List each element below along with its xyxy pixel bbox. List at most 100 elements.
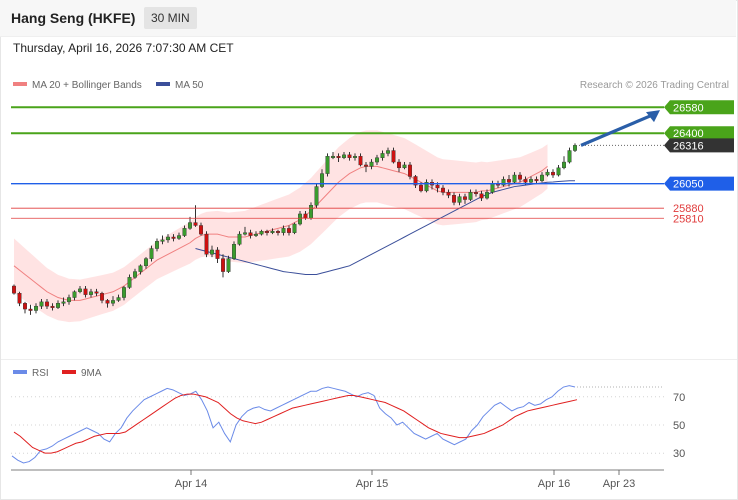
legend-ma50: MA 50 [156,80,203,91]
candle-body [441,187,446,193]
candle-body [165,236,170,241]
candle-body [562,161,567,169]
candle-body [540,174,545,181]
level-tag [664,126,734,141]
panel-separator [1,359,737,360]
candle-body [364,164,369,167]
candle-body [457,196,462,203]
candle-body [534,179,539,182]
legend-ma20: MA 20 + Bollinger Bands [13,80,142,91]
level-label: 26400 [673,128,704,140]
candle-body [463,196,468,200]
candle-body [39,301,44,307]
bollinger-band [14,130,548,323]
candle-body [154,241,159,249]
candle-body [160,239,165,242]
candle-body [353,156,358,158]
x-tick-label: Apr 15 [356,478,388,490]
candle-body [77,288,82,292]
candle-body [402,164,407,169]
rsi-label: RSI [32,368,49,379]
candle-body [281,228,286,233]
candle-body [132,271,137,278]
candle-body [292,223,297,233]
candle-body [408,164,413,177]
candle-body [237,233,242,245]
candle-body [259,231,264,235]
timeframe-badge[interactable]: 30 MIN [144,7,197,29]
candle-body [391,150,396,163]
candle-body [320,173,325,187]
candle-body [369,161,374,167]
candle-body [523,179,528,183]
chart-datetime: Thursday, April 16, 2026 7:07:30 AM CET [13,41,234,55]
candle-body [66,297,71,303]
candle-body [501,179,506,186]
candle-body [23,303,28,310]
ma9-label: 9MA [81,368,102,379]
candle-body [386,150,391,154]
candle-body [50,305,55,308]
level-label: 26316 [673,140,704,152]
candle-body [270,231,275,233]
candle-body [551,171,556,176]
candle-body [474,192,479,195]
candle-body [253,233,258,236]
candle-body [512,174,517,183]
ma20-swatch [13,82,27,87]
candle-body [303,213,308,219]
candle-body [171,236,176,239]
candle-body [446,192,451,196]
candle-body [56,303,61,308]
candle-body [556,167,561,176]
candle-body [226,258,231,272]
candle-body [287,228,292,233]
level-label: 25810 [673,213,704,225]
candle-body [204,233,209,255]
ma9-swatch [62,370,76,375]
candle-body [121,287,126,298]
candle-body [485,192,490,199]
candle-body [490,183,495,193]
candle-body [242,232,247,235]
candle-body [34,305,39,311]
ma20-label: MA 20 + Bollinger Bands [32,80,142,91]
candle-body [138,265,143,272]
candle-body [397,161,402,169]
candle-body [265,231,270,233]
candle-body [99,293,104,301]
candle-body [468,192,473,200]
candle-body [573,145,578,151]
credit-text: Research © 2026 Trading Central [579,80,729,91]
level-label: 25880 [673,203,704,215]
candle-body [507,179,512,183]
level-tag [664,138,734,153]
candle-body [182,228,187,236]
candle-body [72,291,77,298]
candle-body [413,176,418,186]
chart-header: Hang Seng (HKFE) 30 MIN [0,0,736,37]
candle-body [209,249,214,255]
candle-body [314,186,319,206]
rsi-tick-label: 30 [673,448,685,460]
candle-body [94,291,99,294]
candle-body [545,171,550,176]
candle-body [28,308,33,311]
candle-body [198,225,203,235]
rsi-tick-label: 50 [673,420,685,432]
candle-body [325,156,330,174]
candle-body [215,249,220,259]
rsi-tick-label: 70 [673,392,685,404]
candle-body [375,157,380,163]
candle-body [45,301,50,307]
legend-rsi: RSI [13,368,49,379]
candle-body [342,154,347,158]
target-arrow-shaft [580,113,653,147]
candle-body [331,156,336,158]
candle-body [567,150,572,163]
candle-body [358,156,363,166]
candle-body [11,285,16,294]
ma50-swatch [156,82,170,87]
candle-body [347,154,352,158]
